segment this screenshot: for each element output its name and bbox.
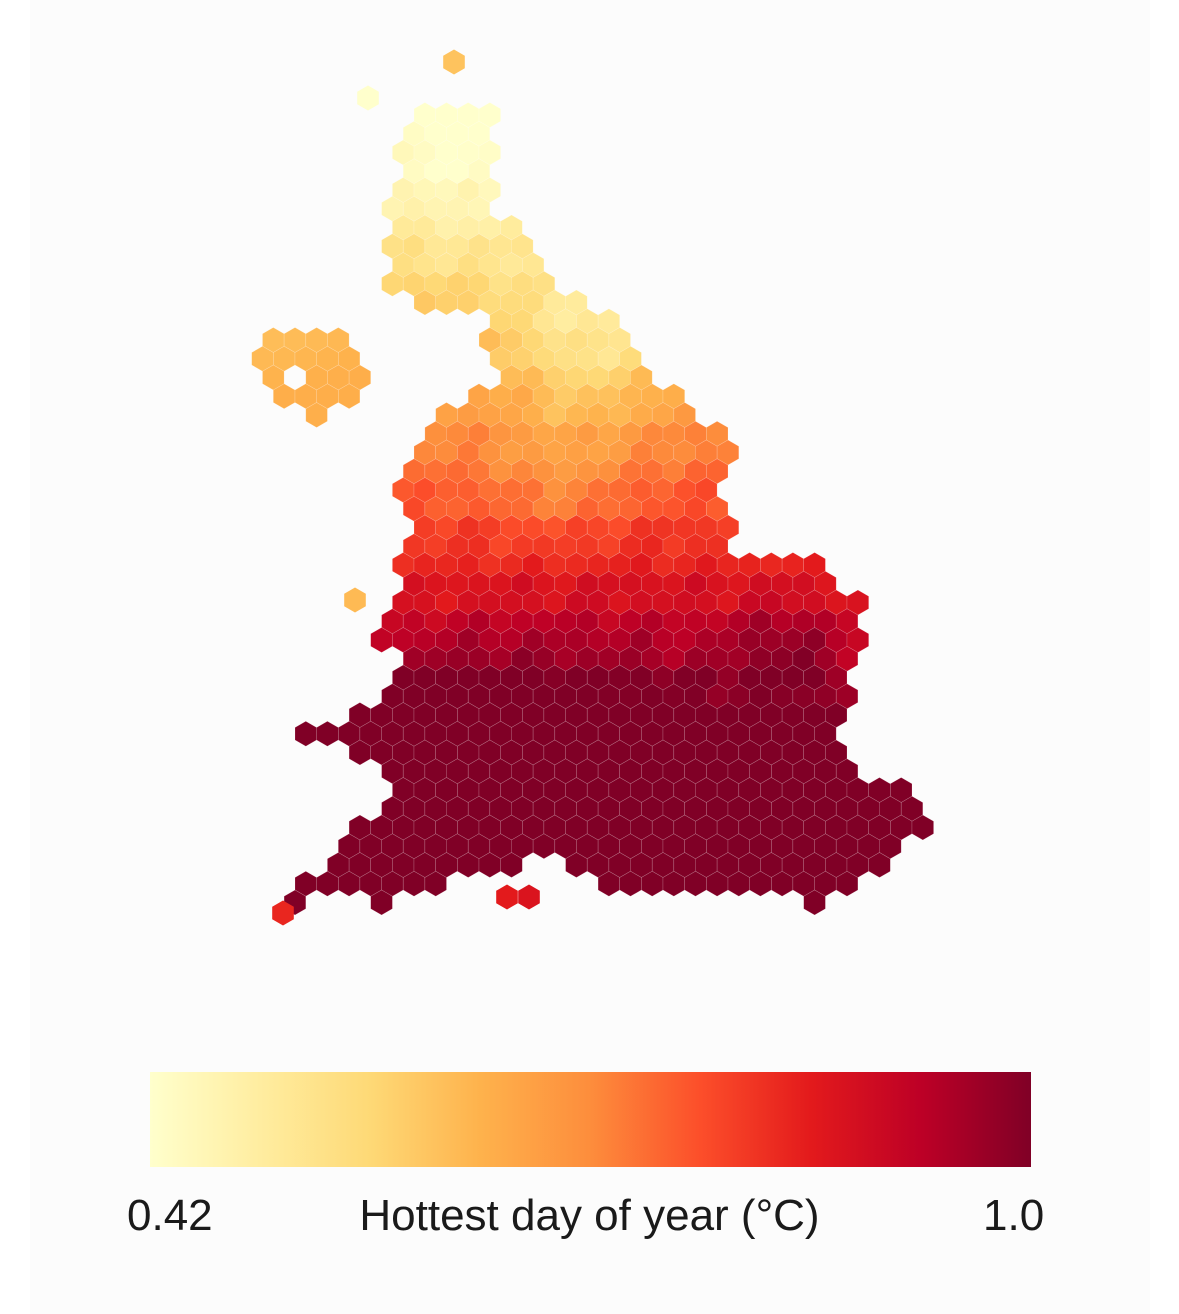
hex-cell (500, 852, 523, 878)
hex-cell (344, 587, 366, 613)
hex-map (251, 49, 934, 926)
hex-cell (803, 889, 826, 916)
hex-cell (518, 884, 540, 910)
hex-cell (496, 884, 518, 910)
colorbar (150, 1072, 1031, 1167)
hex-cell (294, 720, 317, 747)
hex-cell (868, 852, 891, 878)
hex-cell (424, 870, 447, 897)
hex-cell (272, 900, 294, 926)
hex-cell (357, 85, 379, 111)
hex-cell (443, 49, 465, 75)
hex-cell (370, 889, 393, 916)
hex-cell (911, 814, 934, 841)
hex-cell (337, 383, 361, 410)
hex-cell (835, 870, 859, 897)
colorbar-title: Hottest day of year (°C) (359, 1191, 820, 1240)
hex-cell (305, 402, 328, 428)
colorbar-max-label: 1.0 (983, 1191, 1045, 1240)
colorbar-min-label: 0.42 (127, 1191, 213, 1240)
hex-cell (316, 720, 339, 747)
